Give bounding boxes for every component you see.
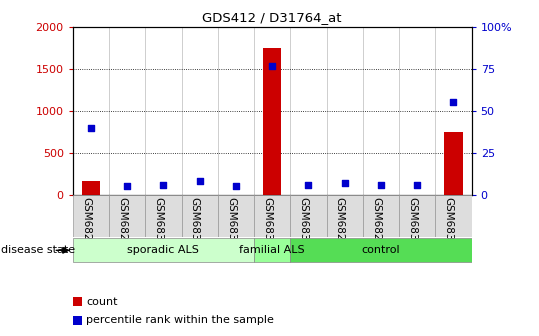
Point	[123, 184, 132, 189]
Point	[195, 179, 204, 184]
Text: GSM6829: GSM6829	[371, 197, 381, 247]
Point	[304, 182, 313, 187]
Point	[232, 184, 240, 189]
Point	[268, 63, 277, 68]
Text: GSM6834: GSM6834	[154, 197, 163, 247]
Bar	[263, 48, 281, 195]
FancyBboxPatch shape	[399, 195, 436, 237]
Text: percentile rank within the sample: percentile rank within the sample	[86, 315, 274, 325]
Text: GSM6831: GSM6831	[444, 197, 453, 247]
FancyBboxPatch shape	[254, 195, 291, 237]
Bar	[82, 181, 100, 195]
Point	[87, 125, 95, 130]
FancyBboxPatch shape	[109, 195, 146, 237]
Point	[377, 182, 385, 187]
Title: GDS412 / D31764_at: GDS412 / D31764_at	[203, 11, 342, 24]
FancyBboxPatch shape	[327, 195, 363, 237]
Text: GSM6830: GSM6830	[407, 197, 417, 247]
FancyBboxPatch shape	[218, 195, 254, 237]
FancyBboxPatch shape	[73, 238, 254, 262]
Point	[413, 182, 421, 187]
Point	[449, 100, 458, 105]
Text: GSM6828: GSM6828	[117, 197, 127, 247]
Text: familial ALS: familial ALS	[239, 245, 305, 255]
Text: GSM6826: GSM6826	[335, 197, 345, 247]
FancyBboxPatch shape	[254, 238, 291, 262]
Text: GSM6833: GSM6833	[299, 197, 308, 247]
Text: count: count	[86, 297, 118, 307]
FancyBboxPatch shape	[291, 238, 472, 262]
Text: control: control	[362, 245, 400, 255]
Point	[341, 180, 349, 186]
FancyBboxPatch shape	[436, 195, 472, 237]
Text: GSM6835: GSM6835	[190, 197, 199, 247]
Bar	[445, 132, 462, 195]
Text: GSM6827: GSM6827	[81, 197, 91, 247]
FancyBboxPatch shape	[363, 195, 399, 237]
Text: disease state: disease state	[1, 245, 75, 255]
Text: GSM6832: GSM6832	[262, 197, 272, 247]
Point	[159, 182, 168, 187]
Text: GSM6836: GSM6836	[226, 197, 236, 247]
FancyBboxPatch shape	[73, 195, 109, 237]
FancyBboxPatch shape	[146, 195, 182, 237]
Text: sporadic ALS: sporadic ALS	[128, 245, 199, 255]
FancyBboxPatch shape	[182, 195, 218, 237]
FancyBboxPatch shape	[291, 195, 327, 237]
